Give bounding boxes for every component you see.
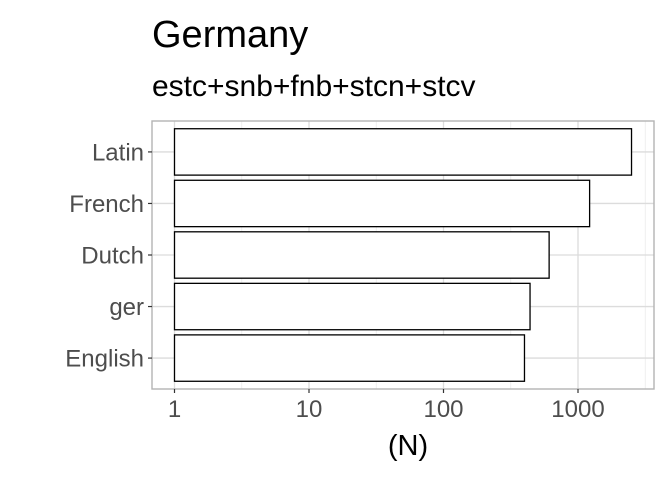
x-tick-label: 1000 xyxy=(551,396,604,423)
bar-dutch xyxy=(173,231,550,279)
y-tick-label: ger xyxy=(109,294,144,321)
chart-title: Germany xyxy=(152,14,308,56)
bar-latin xyxy=(173,128,633,176)
y-axis: Latin French Dutch ger English xyxy=(65,139,152,373)
y-tick-label: English xyxy=(65,346,144,373)
y-tick-label: Latin xyxy=(92,139,144,166)
y-tick-label: Dutch xyxy=(81,243,144,270)
x-tick-label: 10 xyxy=(296,396,323,423)
bar-english xyxy=(173,334,526,382)
y-tick-label: French xyxy=(69,191,144,218)
bars xyxy=(173,128,633,382)
bar-french xyxy=(173,179,591,228)
x-tick-label: 100 xyxy=(423,396,463,423)
x-tick-label: 1 xyxy=(168,396,181,423)
chart-subtitle: estc+snb+fnb+stcn+stcv xyxy=(152,70,476,103)
bar-ger xyxy=(173,282,531,331)
x-axis: 1 10 100 1000 xyxy=(168,389,605,423)
x-axis-title: (N) xyxy=(388,430,428,462)
